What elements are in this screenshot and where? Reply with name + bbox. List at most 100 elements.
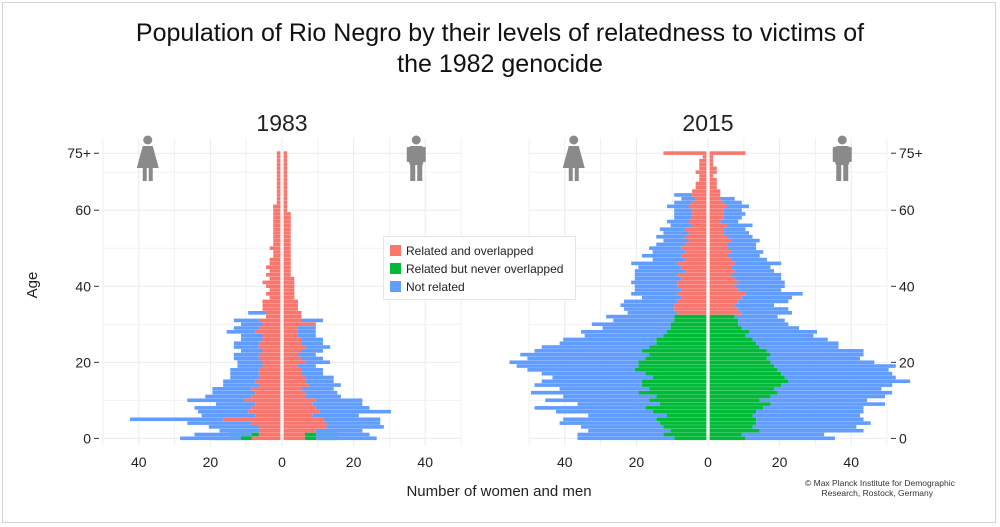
female-person-icon	[562, 135, 585, 181]
bar-male-age-21-rn	[709, 356, 767, 361]
bar-male-age-50-nr	[727, 246, 757, 250]
bar-male-age-55-ro	[709, 227, 724, 231]
bar-female-age-3-nr	[581, 425, 664, 429]
bar-male-age-36-ro	[283, 299, 298, 304]
bar-male-age-23-rn	[709, 349, 767, 353]
bar-male-age-34-ro	[283, 307, 298, 311]
bar-female-age-69-ro	[699, 174, 707, 178]
bar-male-age-20-ro	[283, 360, 306, 365]
bar-female-age-0-ro	[251, 436, 281, 441]
bar-male-age-62-ro	[283, 200, 288, 205]
bar-male-age-25-nr	[756, 341, 839, 346]
bar-male-age-45-ro	[283, 265, 291, 269]
bar-male-age-40-nr	[734, 284, 785, 288]
bar-female-age-18-ro	[258, 368, 281, 372]
bar-female-age-46-ro	[677, 261, 707, 266]
icon-dress	[562, 146, 585, 168]
bar-female-age-21-nr	[527, 356, 646, 361]
bar-female-age-25-ro	[258, 341, 281, 346]
bar-female-age-20-rn	[638, 360, 707, 365]
bar-male-age-1-ro	[283, 432, 306, 437]
bar-male-age-47-nr	[731, 257, 767, 262]
bar-male-age-32-nr	[734, 314, 778, 319]
bar-female-age-20-nr	[237, 360, 263, 365]
bar-male-age-15-nr	[305, 379, 334, 384]
bar-male-age-6-ro	[283, 413, 313, 418]
bar-female-age-11-ro	[251, 394, 281, 399]
bar-female-age-66-ro	[695, 185, 707, 190]
bar-female-age-2-rn	[670, 428, 707, 433]
bar-male-age-37-ro	[283, 295, 295, 300]
bar-female-age-45-ro	[266, 265, 281, 269]
bar-male-age-21-nr	[766, 356, 860, 361]
bar-female-age-22-ro	[258, 352, 281, 357]
bar-male-age-43-nr	[731, 272, 782, 277]
bar-male-age-69-ro	[283, 174, 288, 178]
bar-female-age-68-ro	[699, 177, 707, 182]
icon-leg	[843, 165, 849, 181]
bar-female-age-9-rn	[659, 402, 707, 406]
bar-female-age-10-nr	[545, 398, 650, 403]
bar-female-age-29-nr	[602, 326, 671, 330]
bar-female-age-25-rn	[656, 341, 707, 346]
bar-female-age-30-nr	[241, 322, 263, 327]
bar-male-age-4-nr	[326, 421, 381, 425]
bar-male-age-70-ro	[709, 170, 717, 174]
bar-male-age-25-nr	[301, 341, 323, 346]
y-tick-label: 40	[899, 278, 915, 294]
bar-male-age-60-nr	[723, 208, 742, 212]
bar-male-age-75-ro	[283, 151, 288, 155]
bar-female-age-58-nr	[674, 215, 693, 220]
bar-female-age-48-ro	[681, 253, 707, 258]
bar-male-age-37-ro	[709, 295, 742, 300]
x-tick-label: 40	[417, 454, 433, 470]
bar-male-age-36-ro	[709, 299, 739, 304]
bar-male-age-0-ro	[283, 436, 306, 441]
bar-male-age-10-ro	[283, 398, 316, 403]
bar-female-age-32-rn	[674, 314, 707, 319]
bar-male-age-12-rn	[709, 390, 778, 395]
bar-female-age-24-rn	[649, 345, 707, 349]
legend-swatch-related-never	[390, 263, 401, 274]
bar-female-age-36-ro	[677, 299, 707, 304]
bar-female-age-5-nr	[563, 417, 657, 422]
bar-male-age-68-ro	[709, 177, 717, 182]
bar-male-age-18-ro	[283, 368, 302, 372]
bar-female-age-22-rn	[649, 352, 707, 357]
icon-leg	[142, 168, 147, 181]
bar-male-age-65-ro	[283, 189, 288, 193]
bar-male-age-11-nr	[305, 394, 341, 399]
bar-male-age-8-nr	[315, 406, 370, 410]
bar-female-age-36-ro	[262, 299, 281, 304]
legend-item-not-related: Not related	[390, 279, 465, 295]
bar-male-age-8-rn	[709, 406, 764, 410]
bar-female-age-41-nr	[631, 280, 678, 285]
bar-female-age-59-ro	[273, 212, 281, 216]
icon-head	[837, 135, 847, 145]
bar-female-age-64-nr	[674, 193, 693, 197]
bar-male-age-34-ro	[709, 307, 739, 311]
bar-male-age-20-nr	[305, 360, 331, 365]
icon-leg	[568, 168, 573, 181]
bar-male-age-9-ro	[283, 402, 313, 406]
bar-female-age-60-nr	[674, 208, 693, 212]
bar-male-age-73-ro	[283, 158, 288, 163]
y-tick-label: 75+	[899, 145, 923, 161]
bar-male-age-10-rn	[709, 398, 760, 403]
icon-arm	[406, 147, 410, 162]
bar-male-age-49-nr	[731, 250, 764, 254]
bar-female-age-14-nr	[223, 383, 259, 387]
bar-female-age-39-ro	[269, 288, 281, 292]
bar-female-age-36-nr	[624, 299, 678, 304]
bar-female-age-3-ro	[258, 425, 281, 429]
bar-male-age-14-ro	[283, 383, 309, 387]
bar-male-age-41-ro	[709, 280, 739, 285]
bar-male-age-6-nr	[752, 413, 860, 418]
bar-male-age-23-ro	[283, 349, 302, 353]
bar-female-age-28-ro	[255, 330, 281, 334]
bar-female-age-42-ro	[681, 276, 707, 281]
bar-female-age-54-nr	[663, 231, 689, 235]
bar-female-age-71-ro	[699, 166, 707, 171]
bar-female-age-72-ro	[276, 162, 281, 167]
bar-male-age-4-ro	[283, 421, 327, 425]
